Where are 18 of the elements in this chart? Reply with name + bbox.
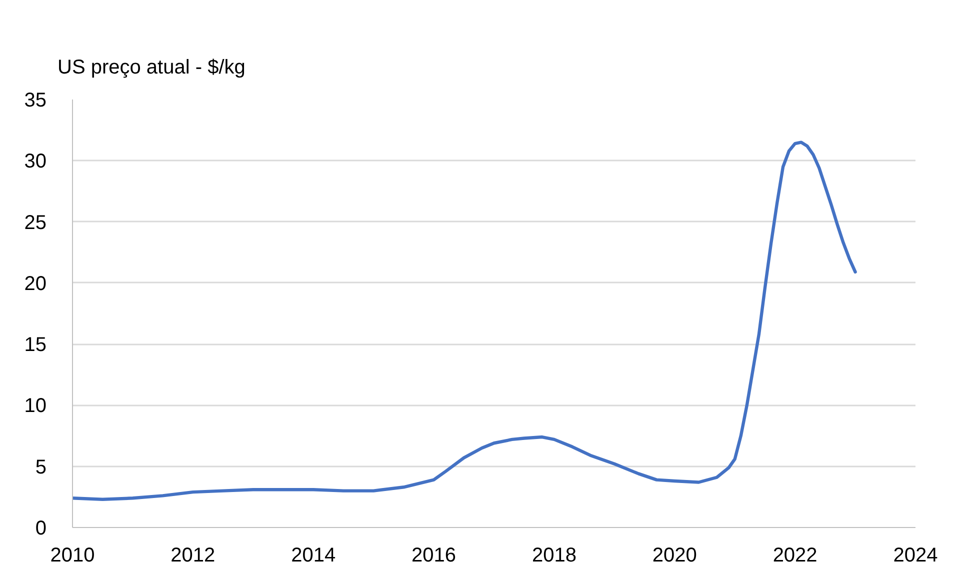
y-tick-label: 15 <box>24 334 47 356</box>
y-tick-label: 5 <box>35 456 46 478</box>
x-tick-label: 2024 <box>893 544 938 566</box>
y-tick-label: 0 <box>35 518 46 540</box>
y-tick-label: 10 <box>24 395 47 418</box>
x-tick-label: 2018 <box>532 544 576 566</box>
x-tick-label: 2010 <box>50 544 95 566</box>
y-tick-label: 30 <box>24 150 47 173</box>
y-tick-label: 35 <box>24 90 47 112</box>
y-tick-label: 25 <box>24 212 47 234</box>
y-axis-title: US preço atual - $/kg <box>58 56 246 78</box>
x-tick-label: 2022 <box>772 544 818 566</box>
y-tick-label: 20 <box>24 272 47 295</box>
line-series <box>72 140 857 501</box>
x-tick-label: 2016 <box>412 544 456 566</box>
x-tick-label: 2012 <box>170 544 216 566</box>
x-tick-label: 2020 <box>652 544 697 566</box>
x-tick-label: 2014 <box>291 544 336 566</box>
